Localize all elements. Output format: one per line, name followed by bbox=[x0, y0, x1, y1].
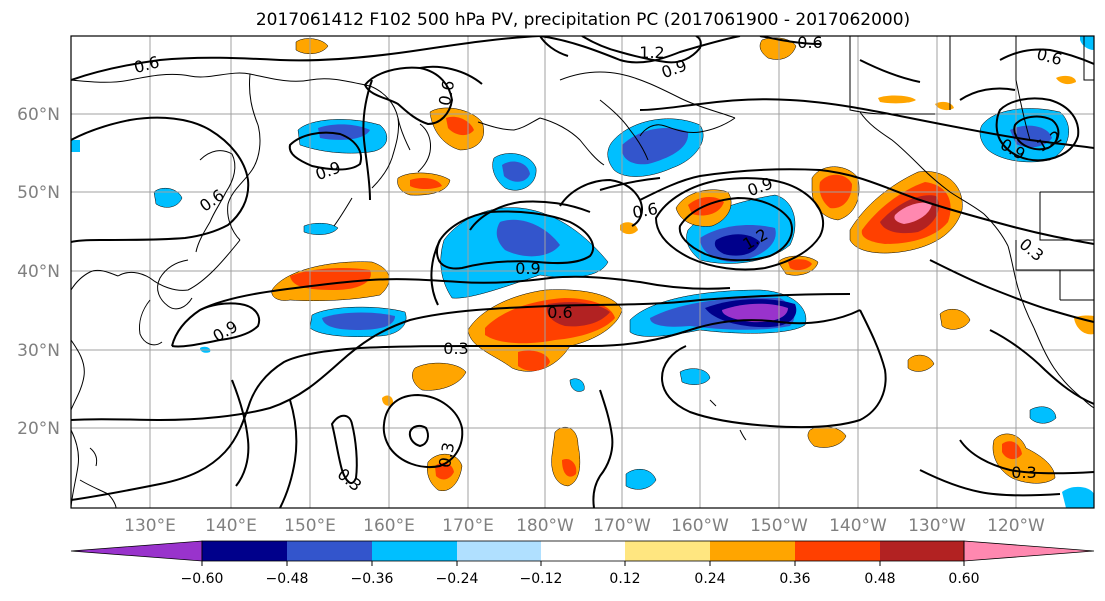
map-content: 0.6 0.9 0.6 0.6 0.9 1.2 0.9 0.6 0.9 0.6 … bbox=[71, 33, 1094, 508]
lon-label: 130°E bbox=[124, 516, 176, 536]
lon-label: 150°E bbox=[284, 516, 336, 536]
colorbar-tick-label: −0.48 bbox=[266, 571, 309, 587]
colorbar-outline bbox=[201, 540, 965, 562]
contour-label: 0.6 bbox=[797, 33, 822, 52]
lon-label: 170°W bbox=[593, 516, 651, 536]
lon-label: 160°E bbox=[363, 516, 415, 536]
lon-label: 130°W bbox=[908, 516, 966, 536]
contour-label: 0.3 bbox=[443, 339, 468, 358]
lat-label: 50°N bbox=[17, 183, 60, 203]
coastlines bbox=[71, 36, 1094, 508]
contour-label: 0.9 bbox=[515, 259, 540, 278]
colorbar-tick-label: 0.60 bbox=[948, 571, 979, 587]
map-frame bbox=[70, 35, 1095, 509]
colorbar-tick-label: −0.12 bbox=[520, 571, 563, 587]
longitude-labels: 130°E 140°E 150°E 160°E 170°E 180°W 170°… bbox=[124, 516, 1045, 536]
colorbar-segment bbox=[287, 541, 372, 561]
lon-label: 170°E bbox=[442, 516, 494, 536]
colorbar-ticks bbox=[201, 561, 965, 566]
lat-label: 20°N bbox=[17, 419, 60, 439]
contour-label: 0.6 bbox=[547, 303, 572, 322]
colorbar-segment bbox=[541, 541, 625, 561]
lat-label: 60°N bbox=[17, 105, 60, 125]
colorbar-tick-label: 0.24 bbox=[694, 571, 725, 587]
colorbar-extend-max bbox=[963, 540, 1095, 562]
colorbar-tick-label: 0.48 bbox=[864, 571, 895, 587]
lon-label: 140°W bbox=[829, 516, 887, 536]
precip-shading bbox=[71, 36, 1094, 508]
colorbar-tick-label: 0.36 bbox=[779, 571, 810, 587]
lon-label: 180°W bbox=[516, 516, 574, 536]
lat-label: 40°N bbox=[17, 262, 60, 282]
latitude-labels: 60°N 50°N 40°N 30°N 20°N bbox=[17, 105, 60, 439]
colorbar-segment bbox=[202, 541, 287, 561]
positive-anomalies bbox=[271, 37, 1094, 492]
colorbar-tick-label: 0.12 bbox=[609, 571, 640, 587]
colorbar-segment bbox=[795, 541, 880, 561]
contour-label: 0.3 bbox=[435, 441, 458, 469]
colorbar-segment bbox=[372, 541, 457, 561]
colorbar-segment bbox=[880, 541, 964, 561]
colorbar-segment bbox=[457, 541, 541, 561]
colorbar-tick-label: −0.24 bbox=[436, 571, 479, 587]
lon-label: 120°W bbox=[987, 516, 1045, 536]
contour-label: 1.2 bbox=[639, 43, 664, 62]
colorbar-segment bbox=[710, 541, 795, 561]
lat-label: 30°N bbox=[17, 341, 60, 361]
lon-label: 150°W bbox=[750, 516, 808, 536]
contour-label: 0.3 bbox=[1011, 463, 1036, 482]
pv-contours bbox=[71, 36, 1094, 508]
colorbar-segment bbox=[625, 541, 710, 561]
lon-label: 160°W bbox=[671, 516, 729, 536]
colorbar-tick-label: −0.60 bbox=[181, 571, 224, 587]
lon-label: 140°E bbox=[205, 516, 257, 536]
contour-label: 0.6 bbox=[435, 79, 458, 107]
map-title: 2017061412 F102 500 hPa PV, precipitatio… bbox=[256, 10, 910, 30]
colorbar: −0.60 −0.48 −0.36 −0.24 −0.12 0.12 0.24 … bbox=[70, 540, 1095, 587]
colorbar-tick-label: −0.36 bbox=[351, 571, 394, 587]
contour-label: 0.6 bbox=[631, 199, 659, 222]
colorbar-extend-min bbox=[70, 540, 203, 562]
